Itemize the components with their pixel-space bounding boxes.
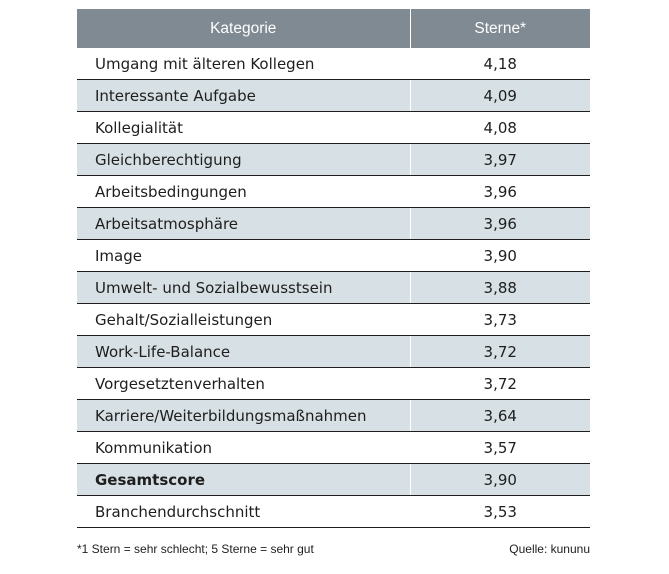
table-row: Umwelt- und Sozialbewusstsein 3,88	[77, 272, 590, 304]
category-cell: Kommunikation	[77, 432, 410, 464]
category-cell: Branchendurchschnitt	[77, 496, 410, 528]
category-cell: Karriere/Weiterbildungsmaßnahmen	[77, 400, 410, 432]
ratings-table-container: Kategorie Sterne* Umgang mit älteren Kol…	[77, 9, 590, 528]
table-row: Interessante Aufgabe 4,09	[77, 80, 590, 112]
table-row: Work-Life-Balance 3,72	[77, 336, 590, 368]
category-cell: Gehalt/Sozialleistungen	[77, 304, 410, 336]
stars-value-cell: 3,96	[410, 208, 590, 240]
stars-value-cell: 3,90	[410, 464, 590, 496]
category-cell: Umgang mit älteren Kollegen	[77, 48, 410, 80]
stars-value-cell: 4,18	[410, 48, 590, 80]
table-row: Kommunikation 3,57	[77, 432, 590, 464]
table-row: Arbeitsatmosphäre 3,96	[77, 208, 590, 240]
stars-value-cell: 3,57	[410, 432, 590, 464]
category-cell: Umwelt- und Sozialbewusstsein	[77, 272, 410, 304]
column-header-stars: Sterne*	[410, 9, 590, 48]
table-header-row: Kategorie Sterne*	[77, 9, 590, 48]
category-cell: Arbeitsatmosphäre	[77, 208, 410, 240]
table-row: Karriere/Weiterbildungsmaßnahmen 3,64	[77, 400, 590, 432]
stars-value-cell: 3,97	[410, 144, 590, 176]
stars-value-cell: 3,72	[410, 336, 590, 368]
category-cell: Arbeitsbedingungen	[77, 176, 410, 208]
table-row: Gleichberechtigung 3,97	[77, 144, 590, 176]
table-row: Umgang mit älteren Kollegen 4,18	[77, 48, 590, 80]
table-row: Branchendurchschnitt 3,53	[77, 496, 590, 528]
stars-value-cell: 3,90	[410, 240, 590, 272]
footnote: *1 Stern = sehr schlecht; 5 Sterne = seh…	[77, 542, 314, 556]
stars-value-cell: 4,08	[410, 112, 590, 144]
category-cell: Vorgesetztenverhalten	[77, 368, 410, 400]
stars-value-cell: 3,64	[410, 400, 590, 432]
category-cell: Interessante Aufgabe	[77, 80, 410, 112]
column-header-category: Kategorie	[77, 9, 410, 48]
table-row: Vorgesetztenverhalten 3,72	[77, 368, 590, 400]
source-note: Quelle: kununu	[509, 542, 590, 556]
category-cell: Image	[77, 240, 410, 272]
table-row: Gehalt/Sozialleistungen 3,73	[77, 304, 590, 336]
stars-value-cell: 3,53	[410, 496, 590, 528]
category-cell: Work-Life-Balance	[77, 336, 410, 368]
category-cell: Gesamtscore	[77, 464, 410, 496]
table-row: Kollegialität 4,08	[77, 112, 590, 144]
stars-value-cell: 3,88	[410, 272, 590, 304]
stars-value-cell: 4,09	[410, 80, 590, 112]
category-cell: Gleichberechtigung	[77, 144, 410, 176]
table-row: Image 3,90	[77, 240, 590, 272]
table-row: Arbeitsbedingungen 3,96	[77, 176, 590, 208]
table-body: Umgang mit älteren Kollegen 4,18 Interessa…	[77, 48, 590, 528]
ratings-table: Kategorie Sterne* Umgang mit älteren Kol…	[77, 9, 590, 528]
stars-value-cell: 3,73	[410, 304, 590, 336]
stars-value-cell: 3,72	[410, 368, 590, 400]
table-row: Gesamtscore 3,90	[77, 464, 590, 496]
category-cell: Kollegialität	[77, 112, 410, 144]
stars-value-cell: 3,96	[410, 176, 590, 208]
